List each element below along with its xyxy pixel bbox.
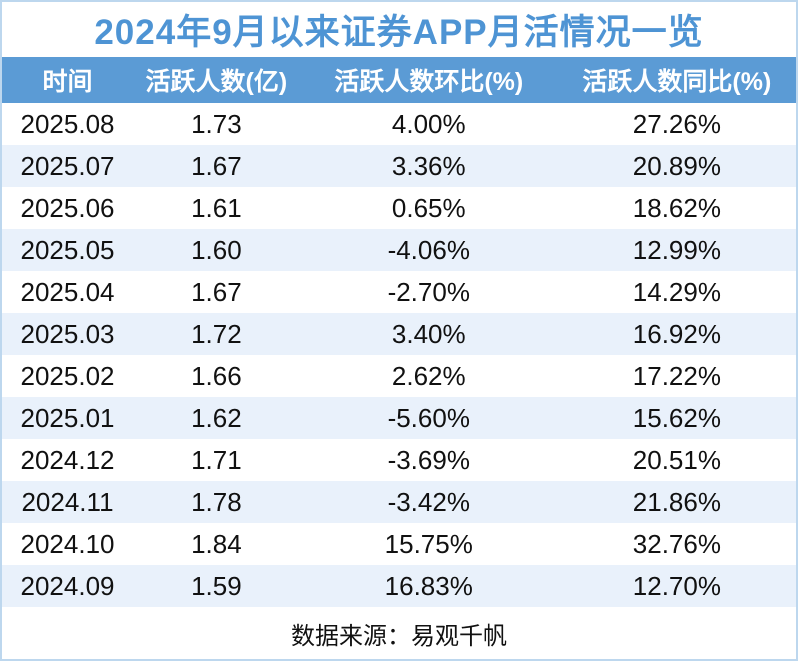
cell-yoy: 17.22% [632, 360, 721, 391]
cell-mom: 4.00% [391, 108, 466, 139]
table-row: 2025.05 1.60 -4.06% 12.99% [2, 229, 796, 271]
table-row: 2025.01 1.62 -5.60% 15.62% [2, 397, 796, 439]
cell-mom: 3.36% [391, 150, 466, 181]
table-row: 2024.10 1.84 15.75% 32.76% [2, 523, 796, 565]
cell-yoy: 15.62% [632, 402, 721, 433]
table-row: 2024.11 1.78 -3.42% 21.86% [2, 481, 796, 523]
cell-date: 2024.09 [20, 570, 115, 601]
cell-date: 2025.01 [20, 402, 115, 433]
cell-date: 2025.08 [20, 108, 115, 139]
column-header-mom: 活跃人数环比(%) [334, 68, 524, 96]
column-header-mau: 活跃人数(亿) [145, 68, 288, 96]
cell-date: 2024.12 [20, 444, 115, 475]
cell-date: 2025.03 [20, 318, 115, 349]
cell-yoy: 20.51% [632, 444, 721, 475]
cell-date: 2025.06 [20, 192, 115, 223]
column-header-yoy: 活跃人数同比(%) [582, 68, 772, 96]
cell-date: 2024.11 [21, 486, 114, 517]
cell-mom: -4.06% [387, 234, 470, 265]
table-row: 2025.08 1.73 4.00% 27.26% [2, 103, 796, 145]
column-header-date: 时间 [42, 68, 93, 96]
table-row: 2025.03 1.72 3.40% 16.92% [2, 313, 796, 355]
cell-mom: 3.40% [391, 318, 466, 349]
cell-yoy: 16.92% [632, 318, 721, 349]
cell-date: 2025.05 [20, 234, 115, 265]
cell-mau: 1.67 [191, 150, 242, 181]
cell-yoy: 20.89% [632, 150, 721, 181]
table-row: 2025.04 1.67 -2.70% 14.29% [2, 271, 796, 313]
cell-yoy: 14.29% [632, 276, 721, 307]
table-row: 2025.06 1.61 0.65% 18.62% [2, 187, 796, 229]
cell-mau: 1.67 [191, 276, 242, 307]
cell-mom: 16.83% [384, 570, 473, 601]
cell-mom: 15.75% [384, 528, 473, 559]
cell-mau: 1.78 [191, 486, 242, 517]
cell-mom: 0.65% [391, 192, 466, 223]
cell-mau: 1.59 [191, 570, 242, 601]
cell-mau: 1.71 [191, 444, 242, 475]
cell-yoy: 18.62% [632, 192, 721, 223]
cell-mau: 1.60 [191, 234, 242, 265]
cell-mom: 2.62% [391, 360, 466, 391]
cell-yoy: 21.86% [632, 486, 721, 517]
cell-yoy: 32.76% [632, 528, 721, 559]
cell-date: 2025.02 [20, 360, 115, 391]
cell-mom: -3.42% [387, 486, 470, 517]
cell-yoy: 12.70% [632, 570, 721, 601]
cell-date: 2025.07 [20, 150, 115, 181]
table-row: 2024.12 1.71 -3.69% 20.51% [2, 439, 796, 481]
cell-mom: -5.60% [387, 402, 470, 433]
table-body: 2025.08 1.73 4.00% 27.26% 2025.07 1.67 3.36% 20… [2, 103, 796, 607]
table-header-row: 时间 活跃人数(亿) 活跃人数环比(%) 活跃人数同比(%) [2, 57, 796, 103]
table-row: 2025.02 1.66 2.62% 17.22% [2, 355, 796, 397]
table-row: 2025.07 1.67 3.36% 20.89% [2, 145, 796, 187]
cell-date: 2024.10 [20, 528, 115, 559]
cell-date: 2025.04 [20, 276, 115, 307]
table-row: 2024.09 1.59 16.83% 12.70% [2, 565, 796, 607]
cell-mau: 1.73 [191, 108, 242, 139]
cell-mau: 1.62 [191, 402, 242, 433]
cell-yoy: 12.99% [632, 234, 721, 265]
data-source-note: 数据来源：易观千帆 [291, 622, 507, 650]
cell-mau: 1.61 [191, 192, 242, 223]
cell-yoy: 27.26% [632, 108, 721, 139]
cell-mom: -2.70% [387, 276, 470, 307]
cell-mau: 1.72 [191, 318, 242, 349]
page-title: 2024年9月以来证券APP月活情况一览 [94, 13, 704, 52]
cell-mau: 1.66 [191, 360, 242, 391]
cell-mom: -3.69% [387, 444, 470, 475]
cell-mau: 1.84 [191, 528, 242, 559]
